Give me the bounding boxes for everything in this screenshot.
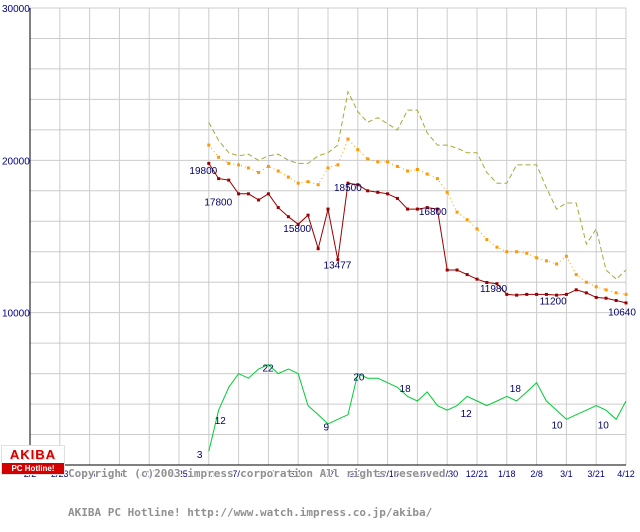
- site-url-line: AKIBA PC Hotline! http://www.watch.impre…: [68, 506, 433, 519]
- svg-text:15800: 15800: [283, 224, 311, 235]
- svg-text:6/15: 6/15: [200, 469, 218, 479]
- svg-text:4/12: 4/12: [617, 469, 635, 479]
- akiba-pc-hotline-logo: AKIBA PC Hotline!: [2, 446, 64, 474]
- svg-text:18: 18: [400, 384, 412, 395]
- logo-pc-hotline-text: PC Hotline!: [2, 463, 64, 474]
- svg-text:30000: 30000: [2, 4, 30, 15]
- svg-text:11980: 11980: [480, 284, 508, 295]
- svg-text:2/23: 2/23: [51, 469, 69, 479]
- svg-text:9/7: 9/7: [322, 469, 335, 479]
- svg-text:12/21: 12/21: [466, 469, 489, 479]
- svg-text:19800: 19800: [189, 166, 217, 177]
- svg-text:12: 12: [215, 416, 227, 427]
- svg-text:10640: 10640: [608, 308, 636, 319]
- svg-text:10: 10: [598, 420, 610, 431]
- svg-text:13477: 13477: [324, 260, 352, 271]
- svg-text:17800: 17800: [204, 197, 232, 208]
- svg-text:18: 18: [510, 384, 522, 395]
- logo-akiba-text: AKIBA: [9, 447, 57, 462]
- svg-text:10/19: 10/19: [376, 469, 399, 479]
- svg-text:20000: 20000: [2, 156, 30, 167]
- svg-text:22: 22: [262, 363, 274, 374]
- svg-text:20: 20: [353, 372, 365, 383]
- svg-text:12: 12: [461, 409, 473, 420]
- svg-text:9/28: 9/28: [349, 469, 367, 479]
- svg-text:10000: 10000: [2, 309, 30, 320]
- svg-text:3/1: 3/1: [560, 469, 573, 479]
- svg-text:3/21: 3/21: [587, 469, 605, 479]
- svg-text:3: 3: [197, 450, 203, 461]
- svg-text:7/6: 7/6: [232, 469, 245, 479]
- svg-text:5/25: 5/25: [170, 469, 188, 479]
- svg-text:1/18: 1/18: [498, 469, 516, 479]
- svg-text:4/6: 4/6: [113, 469, 126, 479]
- svg-text:4/27: 4/27: [140, 469, 158, 479]
- copyright-footer: Copyright (c)2003 impress corporation Al…: [68, 441, 452, 532]
- svg-text:2/8: 2/8: [530, 469, 543, 479]
- copyright-line: Copyright (c)2003 impress corporation Al…: [68, 467, 453, 480]
- svg-text:10: 10: [552, 420, 564, 431]
- svg-text:18500: 18500: [334, 183, 362, 194]
- svg-text:9: 9: [324, 423, 330, 434]
- svg-text:11200: 11200: [540, 296, 568, 307]
- price-chart: 2/2 2/23 3/16 4/6 4/27 5/25 6/15 7/6 7/27 8/16 9/7…: [2, 4, 636, 479]
- svg-text:16800: 16800: [419, 207, 447, 218]
- svg-text:11/9: 11/9: [409, 469, 426, 479]
- svg-text:2/2: 2/2: [24, 469, 37, 479]
- svg-text:7/27: 7/27: [260, 469, 278, 479]
- svg-text:8/16: 8/16: [289, 469, 307, 479]
- svg-text:3/16: 3/16: [81, 469, 99, 479]
- svg-text:11/30: 11/30: [436, 469, 458, 479]
